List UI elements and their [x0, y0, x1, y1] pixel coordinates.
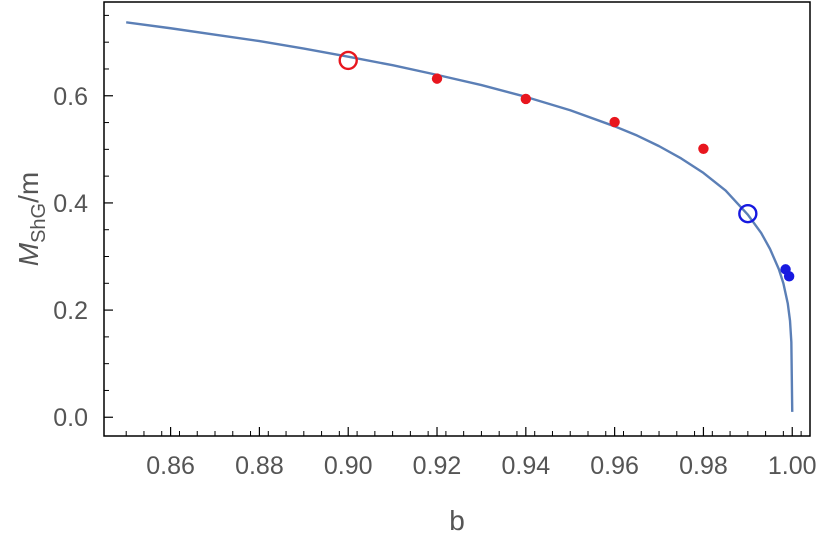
y-axis-label-suffix: /m [13, 172, 44, 203]
x-tick-label: 0.88 [235, 452, 284, 480]
red-data-point [698, 143, 709, 155]
blue-data-point [783, 271, 795, 282]
y-axis-label-main: M [13, 242, 44, 266]
red-data-point [431, 73, 443, 84]
y-tick-label: 0.4 [53, 190, 88, 218]
y-axis-label-sub: ShG [28, 203, 50, 243]
blue-open-point [738, 203, 758, 224]
x-axis-label: b [449, 505, 465, 536]
x-axis-ticks: 0.86 0.88 0.90 0.92 0.94 0.96 0.98 1.00 [125, 427, 817, 480]
plot-frame [103, 1, 811, 437]
series-layer [126, 21, 795, 412]
curve-line [126, 21, 794, 412]
x-tick-label: 0.98 [679, 452, 728, 480]
red-data-point [609, 116, 620, 128]
x-tick-label: 0.90 [324, 452, 373, 480]
y-tick-label: 0.6 [53, 83, 88, 111]
red-data-point [520, 93, 532, 105]
x-tick-label: 0.94 [501, 452, 550, 480]
y-axis-label: MShG/m [13, 172, 50, 266]
x-tick-label: 0.92 [413, 452, 462, 480]
y-axis-ticks: 0.0 0.2 0.4 0.6 [53, 14, 113, 432]
red-open-point [338, 50, 358, 71]
x-tick-label: 0.86 [146, 452, 195, 480]
y-tick-label: 0.0 [53, 404, 88, 432]
x-tick-label: 1.00 [768, 452, 817, 480]
y-tick-label: 0.2 [53, 297, 88, 325]
x-tick-label: 0.96 [590, 452, 639, 480]
